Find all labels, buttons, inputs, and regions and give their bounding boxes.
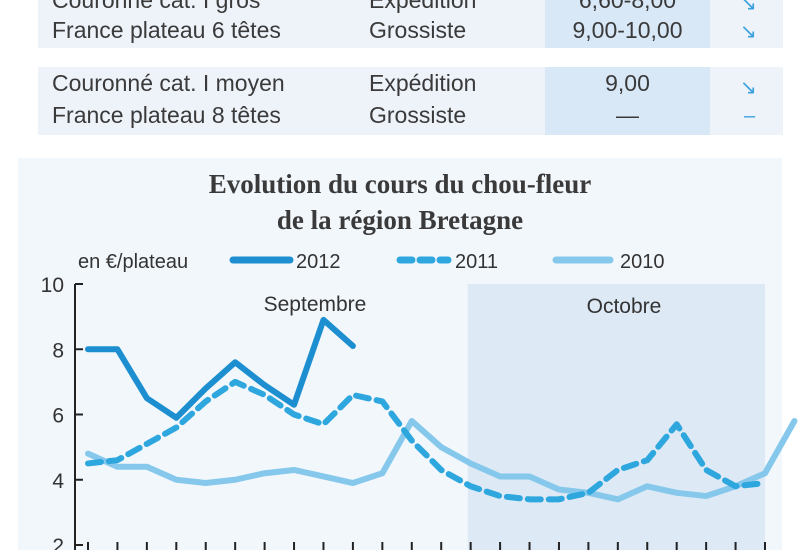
product-cell: France plateau 6 têtes — [52, 17, 281, 43]
series-line-2010 — [85, 418, 798, 503]
period-label-october: Octobre — [587, 295, 662, 318]
y-tick-label: 10 — [41, 274, 64, 297]
y-tick-label: 8 — [52, 339, 64, 362]
y-tick-label: 2 — [52, 535, 64, 550]
price-cell: 9,00 — [605, 70, 650, 96]
legend-label-2011: 2011 — [455, 251, 498, 273]
price-cell: 9,00-10,00 — [572, 17, 683, 43]
chart-title: Evolution du cours du chou-fleur — [208, 169, 592, 199]
market-cell: Grossiste — [369, 17, 467, 43]
chart-subtitle: de la région Bretagne — [276, 205, 524, 235]
legend-label-2012: 2012 — [296, 251, 341, 273]
falling-arrow-icon: ↘ — [740, 77, 757, 99]
october-band — [467, 284, 765, 550]
market-cell: Expédition — [369, 0, 477, 13]
price-cell: 6,60-8,00 — [578, 0, 677, 13]
falling-arrow-icon: ↘ — [740, 21, 757, 43]
market-cell: Grossiste — [369, 102, 467, 128]
falling-arrow-icon: ↘ — [740, 0, 757, 15]
series-line-2011 — [85, 378, 768, 503]
y-tick-label: 6 — [52, 405, 64, 428]
legend-label-2010: 2010 — [620, 251, 665, 273]
price-column-top — [545, 0, 710, 48]
stable-dash-icon: – — [744, 105, 756, 127]
price-cell: — — [616, 102, 639, 128]
y-tick-label: 4 — [52, 470, 64, 493]
series-line-2012 — [85, 316, 356, 421]
price-column-bottom — [545, 67, 710, 135]
period-label-september: Septembre — [264, 293, 367, 316]
market-cell: Expédition — [369, 70, 477, 96]
product-cell: France plateau 8 têtes — [52, 102, 281, 128]
product-cell: Couronné cat. I moyen — [52, 70, 285, 96]
y-axis-label: en €/plateau — [78, 251, 188, 273]
product-cell: Couronné cat. I gros — [52, 0, 261, 13]
